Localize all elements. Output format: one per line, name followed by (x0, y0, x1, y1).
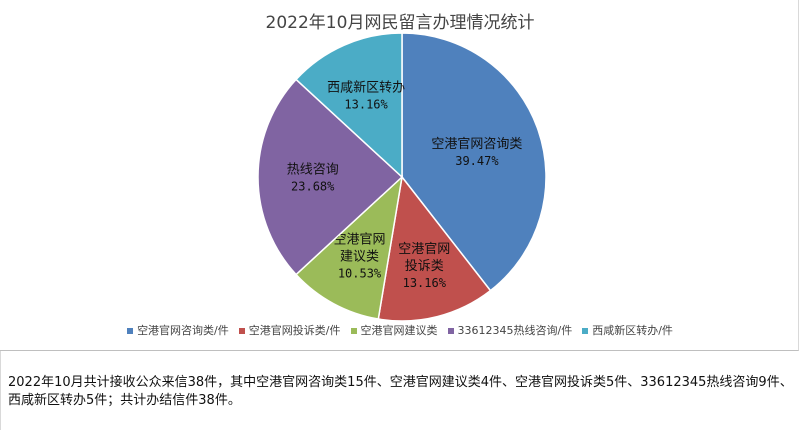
summary-text: 2022年10月共计接收公众来信38件，其中空港官网咨询类15件、空港官网建议类… (8, 375, 793, 408)
legend-item: 空港官网建议类 (350, 322, 438, 338)
legend-item: 空港官网投诉类/件 (238, 322, 341, 338)
slice-data-label: 热线咨询 23.68% (287, 163, 339, 194)
legend-label: 空港官网建议类 (360, 324, 438, 337)
slice-percent-label: 13.16% (344, 98, 388, 112)
legend-label: 西咸新区转办/件 (592, 324, 673, 337)
slice-category-label: 西咸新区转办 (327, 80, 405, 96)
chart-frame (0, 0, 799, 351)
legend-swatch (582, 328, 589, 334)
pie-slice (295, 174, 404, 320)
pie-slice (401, 32, 547, 292)
slice-category-label: 空港官网咨询类 (431, 136, 522, 152)
slice-percent-label: 23.68% (291, 180, 335, 194)
legend-label: 空港官网咨询类/件 (137, 324, 229, 337)
legend-label: 空港官网投诉类/件 (248, 324, 341, 337)
legend-swatch (447, 328, 454, 334)
slice-data-label: 空港官网咨询类 39.47% (431, 136, 522, 168)
pie-chart: 空港官网咨询类 39.47%空港官网投诉类 13.16%空港官网建议类 10.53%热… (257, 32, 547, 322)
slice-category-label: 热线咨询 (287, 163, 339, 178)
legend-item: 西咸新区转办/件 (582, 322, 673, 338)
slice-percent-label: 39.47% (455, 154, 499, 168)
slice-data-label: 空港官网建议类 10.53% (333, 232, 385, 281)
slice-percent-label: 10.53% (338, 267, 382, 281)
chart-title: 2022年10月网民留言办理情况统计 (265, 13, 535, 33)
slice-category-label: 投诉类 (405, 258, 444, 274)
legend-swatch (350, 328, 357, 334)
slice-percent-label: 13.16% (403, 276, 447, 290)
slice-category-label: 空港官网 (398, 241, 450, 257)
legend-swatch (127, 328, 134, 334)
legend-item: 33612345热线咨询/件 (447, 322, 573, 338)
frame-divider (0, 351, 1, 430)
slice-data-label: 西咸新区转办 13.16% (327, 80, 405, 112)
slice-data-label: 空港官网投诉类 13.16% (398, 241, 450, 290)
pie-slice (257, 78, 404, 276)
slice-category-label: 空港官网 (333, 232, 385, 248)
legend-item: 空港官网咨询类/件 (127, 322, 229, 338)
pie-slice (295, 32, 403, 179)
slice-category-label: 建议类 (340, 250, 379, 265)
legend-label: 33612345热线咨询/件 (457, 324, 573, 337)
chart-legend: 空港官网咨询类/件 空港官网投诉类/件 空港官网建议类 33612345热线咨询/件 西… (0, 322, 800, 338)
legend-swatch (238, 328, 245, 334)
pie-slice (377, 175, 492, 322)
